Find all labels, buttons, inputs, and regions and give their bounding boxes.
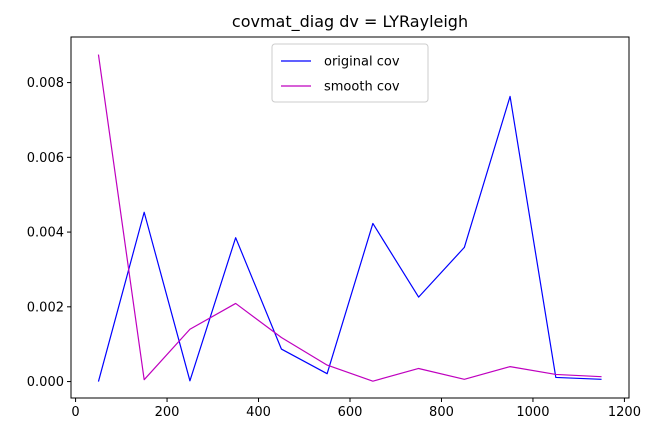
x-tick-label: 0 [71, 405, 79, 420]
x-tick-label: 600 [338, 405, 363, 420]
x-tick-label: 200 [155, 405, 180, 420]
y-tick-label: 0.006 [27, 151, 64, 166]
chart-title: covmat_diag dv = LYRayleigh [232, 12, 468, 32]
y-tick-label: 0.000 [27, 375, 64, 390]
y-tick-label: 0.002 [27, 300, 64, 315]
x-tick-label: 400 [246, 405, 271, 420]
series-line-2 [97, 54, 602, 382]
series-line-1 [97, 95, 602, 382]
legend-box [271, 43, 429, 103]
x-tick-label: 800 [429, 405, 454, 420]
x-tick-label: 1200 [608, 405, 641, 420]
y-axis: 0.000 0.002 0.004 0.006 0.008 [27, 76, 71, 390]
x-tick-label: 1000 [516, 405, 549, 420]
legend-items: original cov smooth cov [281, 55, 400, 95]
legend-label-1: original cov [324, 55, 400, 70]
y-tick-label: 0.004 [27, 226, 64, 241]
legend: original cov smooth cov [271, 43, 429, 103]
x-axis: 0 200 400 600 800 1000 1200 [71, 398, 641, 420]
y-tick-label: 0.008 [27, 76, 64, 91]
legend-label-2: smooth cov [324, 80, 400, 95]
series-layer [97, 54, 602, 382]
